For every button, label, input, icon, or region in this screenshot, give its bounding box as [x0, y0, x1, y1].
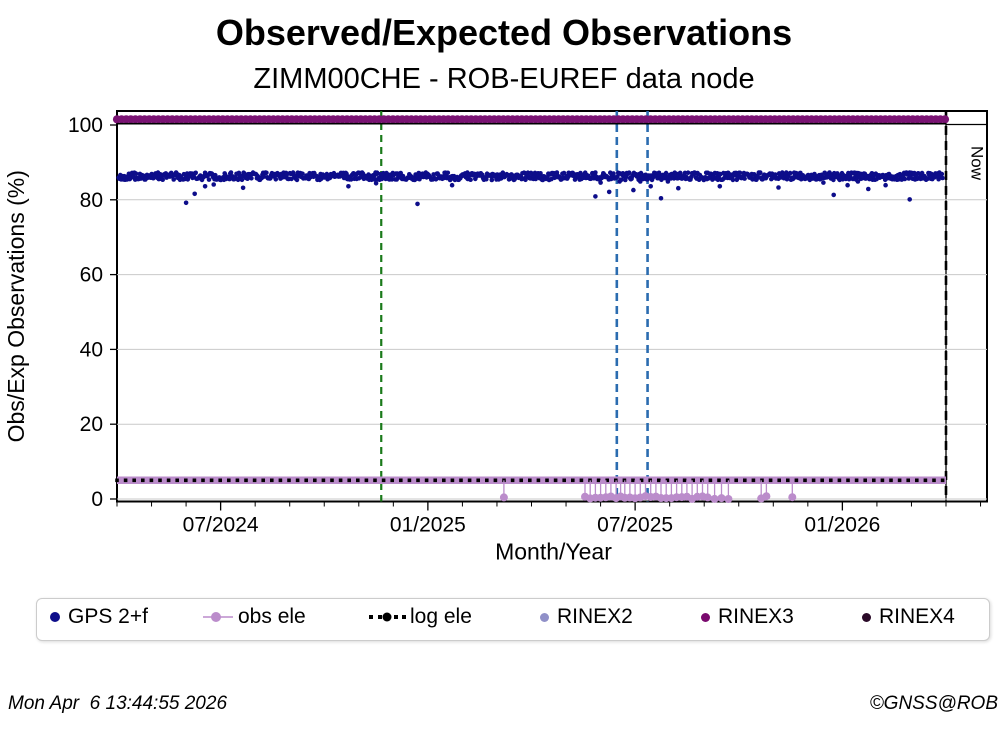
svg-text:100: 100: [68, 114, 103, 137]
svg-text:07/2025: 07/2025: [597, 514, 673, 537]
svg-text:0: 0: [91, 488, 103, 511]
svg-text:01/2025: 01/2025: [390, 514, 466, 537]
svg-text:60: 60: [80, 264, 103, 287]
svg-text:07/2024: 07/2024: [183, 514, 259, 537]
svg-text:40: 40: [80, 338, 103, 361]
svg-text:20: 20: [80, 413, 103, 436]
svg-text:Obs/Exp Observations (%): Obs/Exp Observations (%): [3, 170, 29, 442]
svg-text:80: 80: [80, 189, 103, 212]
svg-text:Now: Now: [968, 146, 987, 181]
svg-text:01/2026: 01/2026: [804, 514, 880, 537]
svg-text:Month/Year: Month/Year: [495, 539, 612, 565]
